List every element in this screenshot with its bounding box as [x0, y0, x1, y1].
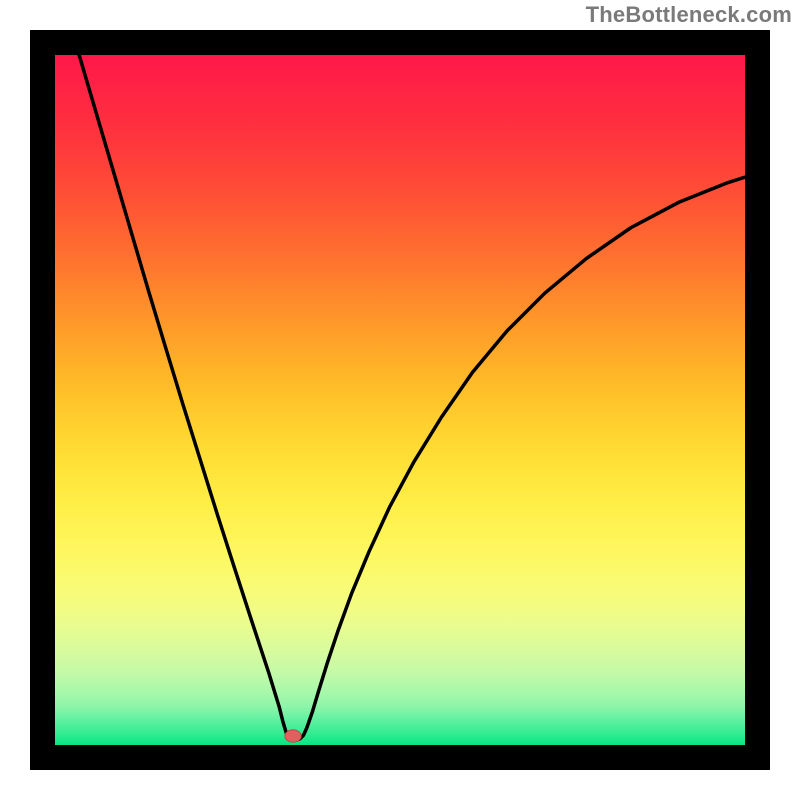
chart-background: [55, 55, 745, 745]
optimal-point-marker: [285, 730, 302, 742]
chart-frame: [30, 30, 770, 770]
watermark-text: TheBottleneck.com: [586, 2, 792, 28]
bottleneck-chart: [30, 30, 770, 770]
